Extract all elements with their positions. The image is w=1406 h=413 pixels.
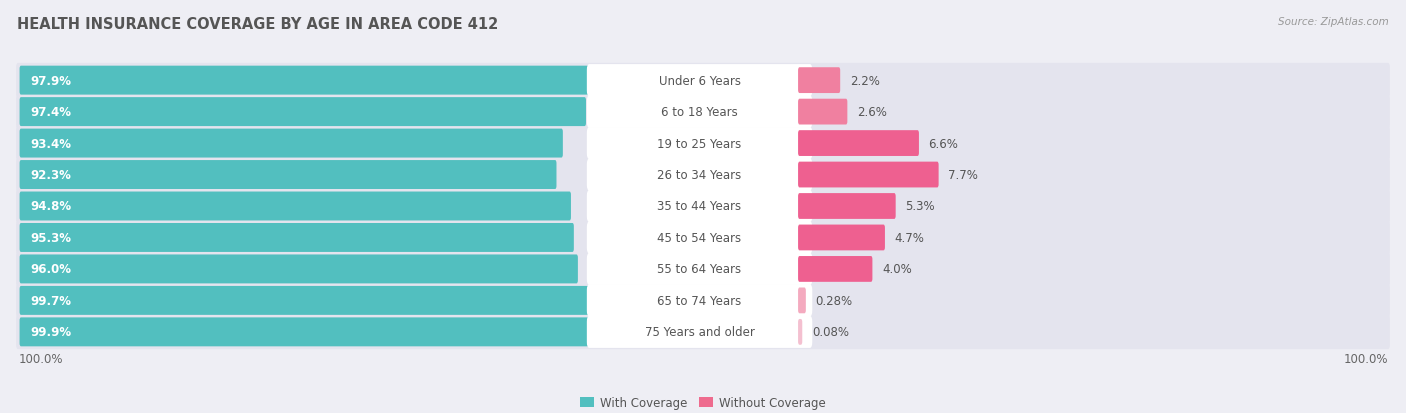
Text: HEALTH INSURANCE COVERAGE BY AGE IN AREA CODE 412: HEALTH INSURANCE COVERAGE BY AGE IN AREA… <box>17 17 498 31</box>
Text: 100.0%: 100.0% <box>18 352 63 366</box>
FancyBboxPatch shape <box>799 194 896 219</box>
Text: 45 to 54 Years: 45 to 54 Years <box>658 231 741 244</box>
Text: 4.7%: 4.7% <box>894 231 925 244</box>
Text: 94.8%: 94.8% <box>31 200 72 213</box>
FancyBboxPatch shape <box>586 65 813 97</box>
Text: 0.08%: 0.08% <box>811 325 849 339</box>
FancyBboxPatch shape <box>20 161 557 190</box>
Text: 0.28%: 0.28% <box>815 294 852 307</box>
FancyBboxPatch shape <box>799 288 806 313</box>
FancyBboxPatch shape <box>20 255 578 284</box>
FancyBboxPatch shape <box>20 286 599 315</box>
Text: 99.7%: 99.7% <box>31 294 72 307</box>
FancyBboxPatch shape <box>586 190 813 223</box>
FancyBboxPatch shape <box>15 64 1391 98</box>
Text: 97.4%: 97.4% <box>31 106 72 119</box>
Text: 6.6%: 6.6% <box>928 137 959 150</box>
FancyBboxPatch shape <box>799 256 872 282</box>
Text: 75 Years and older: 75 Years and older <box>644 325 755 339</box>
FancyBboxPatch shape <box>799 225 884 251</box>
FancyBboxPatch shape <box>586 128 813 160</box>
Text: 6 to 18 Years: 6 to 18 Years <box>661 106 738 119</box>
FancyBboxPatch shape <box>20 318 600 347</box>
Text: 99.9%: 99.9% <box>31 325 72 339</box>
FancyBboxPatch shape <box>15 126 1391 161</box>
Text: 5.3%: 5.3% <box>905 200 935 213</box>
FancyBboxPatch shape <box>20 192 571 221</box>
Text: 55 to 64 Years: 55 to 64 Years <box>658 263 741 276</box>
Text: 7.7%: 7.7% <box>948 169 979 182</box>
Text: 92.3%: 92.3% <box>31 169 72 182</box>
FancyBboxPatch shape <box>15 95 1391 130</box>
FancyBboxPatch shape <box>20 129 562 158</box>
FancyBboxPatch shape <box>586 285 813 317</box>
FancyBboxPatch shape <box>586 253 813 285</box>
FancyBboxPatch shape <box>20 223 574 252</box>
Text: 35 to 44 Years: 35 to 44 Years <box>658 200 741 213</box>
FancyBboxPatch shape <box>799 162 939 188</box>
Text: 19 to 25 Years: 19 to 25 Years <box>658 137 742 150</box>
FancyBboxPatch shape <box>15 221 1391 255</box>
FancyBboxPatch shape <box>586 159 813 191</box>
FancyBboxPatch shape <box>799 68 841 94</box>
FancyBboxPatch shape <box>586 96 813 128</box>
Text: Under 6 Years: Under 6 Years <box>658 74 741 88</box>
Text: 100.0%: 100.0% <box>1343 352 1388 366</box>
FancyBboxPatch shape <box>586 316 813 348</box>
FancyBboxPatch shape <box>15 283 1391 318</box>
FancyBboxPatch shape <box>15 252 1391 287</box>
Text: 4.0%: 4.0% <box>882 263 912 276</box>
FancyBboxPatch shape <box>799 100 848 125</box>
FancyBboxPatch shape <box>15 158 1391 192</box>
Text: 97.9%: 97.9% <box>31 74 72 88</box>
Text: 26 to 34 Years: 26 to 34 Years <box>658 169 742 182</box>
FancyBboxPatch shape <box>20 98 586 127</box>
FancyBboxPatch shape <box>799 131 920 157</box>
Legend: With Coverage, Without Coverage: With Coverage, Without Coverage <box>575 392 831 413</box>
Text: Source: ZipAtlas.com: Source: ZipAtlas.com <box>1278 17 1389 26</box>
FancyBboxPatch shape <box>586 222 813 254</box>
FancyBboxPatch shape <box>15 315 1391 349</box>
Text: 93.4%: 93.4% <box>31 137 72 150</box>
Text: 65 to 74 Years: 65 to 74 Years <box>658 294 742 307</box>
Text: 95.3%: 95.3% <box>31 231 72 244</box>
FancyBboxPatch shape <box>20 66 589 95</box>
Text: 2.6%: 2.6% <box>858 106 887 119</box>
FancyBboxPatch shape <box>15 189 1391 224</box>
FancyBboxPatch shape <box>799 319 803 345</box>
Text: 96.0%: 96.0% <box>31 263 72 276</box>
Text: 2.2%: 2.2% <box>849 74 880 88</box>
